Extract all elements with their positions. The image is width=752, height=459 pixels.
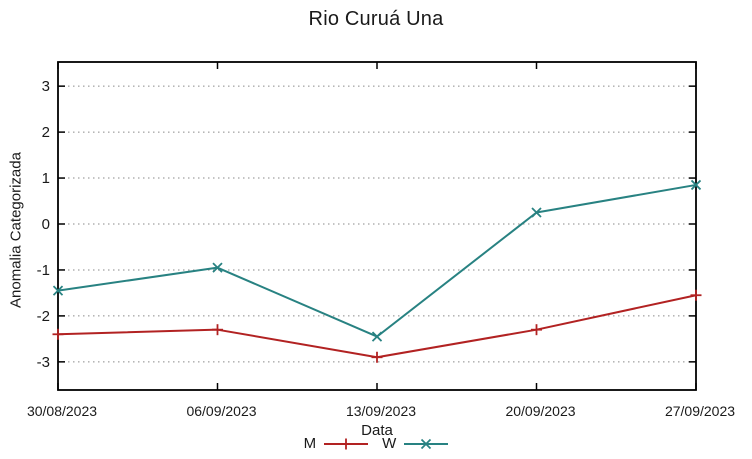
x-tick-label: 27/09/2023 bbox=[665, 403, 735, 419]
legend-item-w: W bbox=[382, 435, 449, 452]
legend-item-m: M bbox=[304, 435, 369, 452]
legend-swatch bbox=[404, 438, 449, 449]
x-axis-title: Data bbox=[361, 422, 393, 439]
point-marker-cross bbox=[212, 262, 223, 273]
x-tick-label: 06/09/2023 bbox=[186, 403, 256, 419]
y-tick-label: 3 bbox=[42, 78, 50, 95]
chart-title: Rio Curuá Una bbox=[308, 8, 444, 30]
series-line-w bbox=[57, 183, 697, 338]
y-axis-title: Anomalia Categorizada bbox=[7, 152, 25, 308]
series-line-m bbox=[57, 294, 697, 359]
x-tick-label: 30/08/2023 bbox=[27, 403, 97, 419]
y-tick-label: -1 bbox=[37, 262, 50, 279]
plot-border bbox=[57, 61, 697, 391]
point-marker-cross bbox=[371, 331, 383, 342]
x-tick-label: 20/09/2023 bbox=[505, 403, 575, 419]
legend-swatch bbox=[324, 438, 369, 449]
legend-label: M bbox=[303, 435, 317, 452]
y-tick-label: 1 bbox=[42, 170, 50, 187]
y-tick-label: 2 bbox=[42, 124, 50, 141]
y-tick-label: 0 bbox=[42, 216, 50, 233]
point-marker-cross bbox=[690, 179, 702, 191]
point-marker-cross bbox=[531, 207, 542, 218]
y-tick-label: -2 bbox=[37, 308, 50, 325]
x-tick-label: 13/09/2023 bbox=[346, 403, 416, 419]
point-marker-cross bbox=[52, 285, 64, 296]
y-tick-label: -3 bbox=[37, 354, 50, 371]
legend-label: W bbox=[382, 435, 397, 452]
